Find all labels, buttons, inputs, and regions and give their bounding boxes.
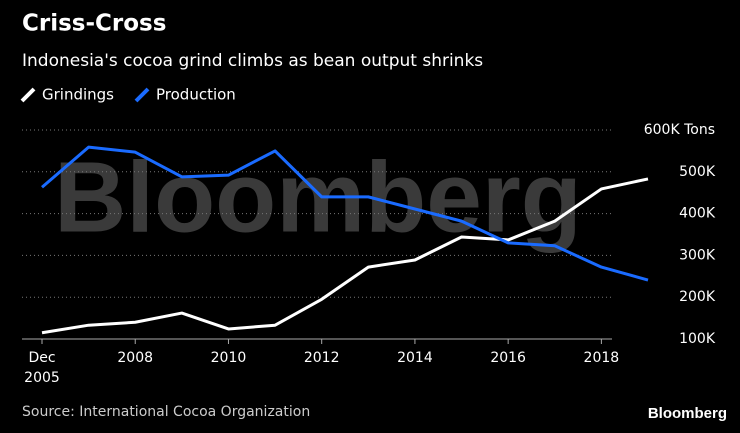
chart-subtitle: Indonesia's cocoa grind climbs as bean o… [22, 51, 483, 71]
y-tick-label: 400K [679, 206, 716, 222]
watermark: Bloomberg [54, 141, 582, 253]
series-line [41, 145, 649, 282]
series-line [41, 177, 649, 335]
y-tick-label: 100K [679, 331, 716, 347]
x-tick-label: 2018 [583, 350, 620, 366]
y-tick-label: 600K Tons [644, 122, 715, 138]
legend-swatch [20, 87, 36, 103]
legend-label: Grindings [42, 86, 114, 104]
x-tick-label: 2014 [397, 350, 433, 366]
x-tick-label: 2012 [303, 350, 340, 366]
x-tick-label: 2008 [117, 350, 154, 366]
logo: Bloomberg [648, 405, 727, 422]
chart-title: Criss-Cross [22, 11, 166, 37]
y-tick-label: 500K [679, 164, 716, 180]
source: Source: International Cocoa Organization [22, 404, 310, 420]
y-tick-label: 300K [679, 247, 716, 263]
x-tick-label: 2016 [490, 350, 526, 366]
x-tick-label: 2010 [210, 350, 247, 366]
y-tick-label: 200K [679, 289, 716, 305]
x-tick-label: Dec 2005 [24, 350, 60, 386]
legend-swatch [134, 87, 150, 103]
legend-label: Production [156, 86, 236, 104]
